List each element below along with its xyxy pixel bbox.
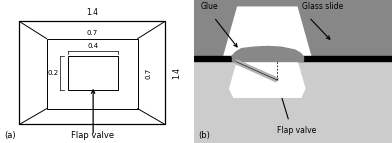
Text: 0.2: 0.2	[47, 70, 58, 76]
Bar	[234, 56, 301, 61]
Text: 1.4: 1.4	[86, 8, 98, 17]
Text: (b): (b)	[198, 131, 210, 140]
Text: Flap valve: Flap valve	[71, 131, 114, 140]
Bar	[19, 21, 165, 124]
Polygon shape	[232, 46, 303, 56]
Polygon shape	[224, 7, 311, 56]
Bar	[194, 0, 392, 56]
Polygon shape	[230, 61, 305, 97]
Text: 0.7: 0.7	[87, 30, 98, 36]
Bar	[68, 56, 118, 90]
Polygon shape	[232, 56, 303, 61]
Text: Glue: Glue	[201, 2, 219, 11]
Text: Flap valve: Flap valve	[278, 126, 317, 135]
Bar	[194, 61, 392, 143]
Text: 0.4: 0.4	[87, 43, 99, 49]
Bar	[47, 39, 138, 109]
Text: 0.7: 0.7	[145, 68, 152, 79]
Text: 1.4: 1.4	[173, 67, 182, 79]
Bar	[194, 56, 392, 61]
Text: Glass slide: Glass slide	[302, 2, 343, 11]
Text: (a): (a)	[4, 131, 16, 140]
Polygon shape	[234, 60, 278, 82]
